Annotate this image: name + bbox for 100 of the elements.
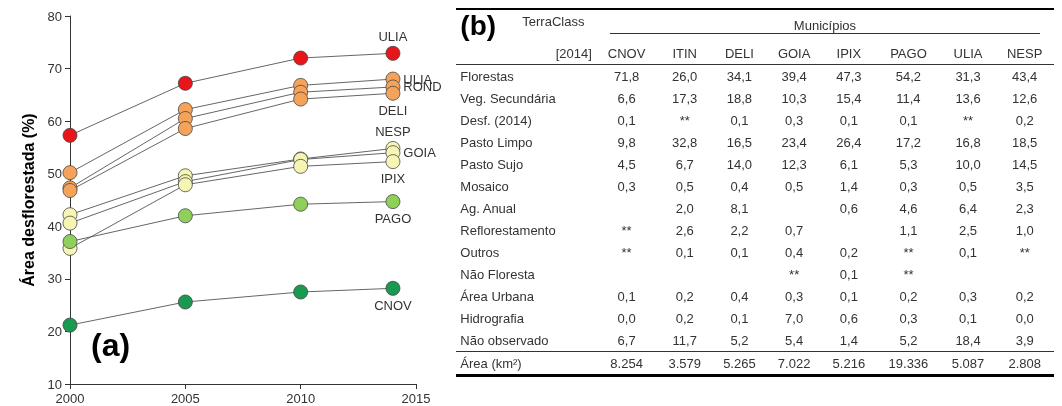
category-label: CNOV [606,44,647,63]
text: 5,4 [785,332,804,348]
text: 39,4 [781,68,807,84]
point [62,215,78,231]
point [385,280,401,296]
text: 0,1 [617,288,636,304]
text: 0,1 [675,244,694,260]
text: 2,0 [675,200,694,216]
series-label: ULIA [378,28,408,44]
point [62,317,78,333]
text: 0,4 [730,178,749,194]
text: 0,4 [730,288,749,304]
text: [2014] [554,44,593,63]
text: 0,3 [958,288,978,304]
text: 0,1 [839,288,858,304]
y-tick-label: 10 [47,376,62,392]
text: 0,3 [785,112,804,128]
text: 18,4 [955,332,981,348]
text: 4,5 [617,156,636,172]
text: 54,2 [895,68,922,84]
text: 0,1 [730,244,749,260]
category-label: PAGO [889,44,928,63]
x-tick-label: 2010 [286,391,316,406]
text: 0,3 [899,178,918,194]
x-tick-label: 2015 [401,391,431,406]
point [177,208,193,224]
text: 17,2 [895,134,922,150]
point [177,177,193,193]
text: 8,1 [730,200,749,216]
point [62,234,78,249]
text: 0,5 [785,178,804,194]
category-label: Ag. Anual [460,200,516,216]
point [385,45,401,61]
text: 0,3 [617,178,636,194]
text: 13,6 [955,90,981,106]
text: Municípios [609,18,1040,34]
text: 6,7 [617,332,636,348]
category-label: Mosaico [460,178,509,194]
text: 0,2 [1015,288,1034,304]
point [385,154,401,170]
text: 2.808 [1008,355,1041,371]
category-label: Pasto Limpo [460,134,533,150]
text: 16,5 [726,134,753,150]
text: 0,3 [899,310,918,326]
text: 3.579 [668,355,701,371]
text: 1,4 [839,178,858,194]
text: 0,6 [839,310,858,326]
text: 5.216 [832,355,866,371]
point [62,165,78,181]
text: 15,4 [836,90,862,106]
text: 11,4 [896,90,921,106]
text: ** [903,266,914,282]
text: 18,5 [1012,134,1038,150]
text: ** [621,222,632,238]
category-label: DELI [723,44,755,63]
text: 1,1 [899,222,918,238]
text: 4,6 [899,200,918,216]
text: 5,3 [899,156,918,172]
text: 0,5 [958,178,978,194]
text: 1,0 [1015,222,1034,238]
text: 12,3 [781,156,807,172]
text: 6,4 [958,200,978,216]
text: 34,1 [726,68,753,84]
text: 2,2 [730,222,749,238]
text: 0,1 [958,310,978,326]
point [385,194,401,209]
text: 6,6 [617,90,636,106]
point [62,127,78,143]
category-label: Pasto Sujo [460,156,524,172]
text: 0,2 [675,288,694,304]
text: 0,7 [785,222,804,238]
category-label: Florestas [460,68,514,84]
text: 0,2 [675,310,694,326]
text: 3,5 [1015,178,1034,194]
x-tick-label: 2005 [170,391,200,406]
text: 8.254 [610,355,643,371]
series-label: CNOV [374,297,413,313]
text: ** [962,112,974,128]
text: 31,3 [955,68,981,84]
text: 0,1 [899,112,918,128]
text: 10,0 [955,156,981,172]
text: 71,8 [613,68,640,84]
text: 6,7 [675,156,694,172]
text: 0,1 [730,310,749,326]
text: ** [621,244,632,260]
text: 26,4 [836,134,862,150]
text: 5,2 [730,332,749,348]
point [385,85,401,101]
text: 19.336 [888,355,929,371]
category-label: NESP [1006,44,1044,63]
text: 0,4 [785,244,804,260]
y-axis-title: Área desflorestada (%) [18,113,37,287]
text: 0,0 [1015,310,1034,326]
text: 18,8 [726,90,753,106]
text: 10,3 [781,90,807,106]
point [177,75,193,91]
text: 14,5 [1012,156,1038,172]
text: 5,2 [899,332,918,348]
point [293,284,309,300]
text: 0,3 [785,288,804,304]
